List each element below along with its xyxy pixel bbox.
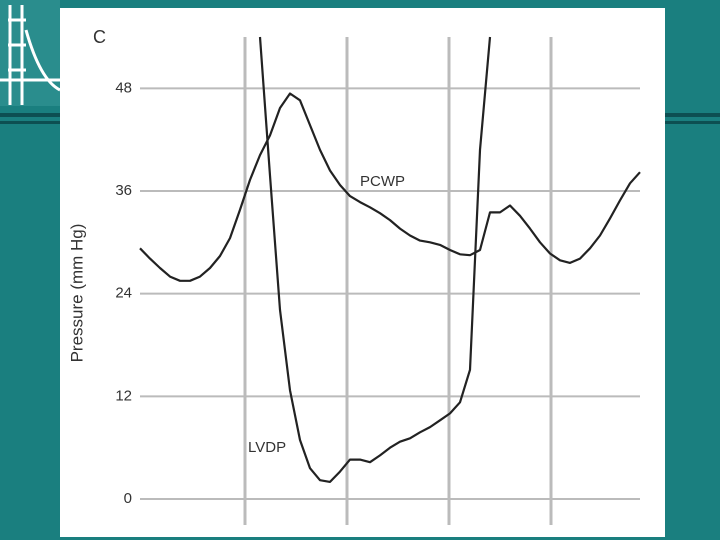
y-tick-label: 12: [115, 387, 132, 404]
series-label: LVDP: [248, 439, 286, 456]
y-tick-label: 36: [115, 182, 132, 199]
series-line: [139, 92, 641, 282]
panel-label: C: [93, 27, 106, 47]
series-label: PCWP: [360, 173, 405, 190]
y-axis-label: Pressure (mm Hg): [67, 224, 86, 363]
series-line: [258, 36, 492, 483]
time-markers: [243, 37, 553, 525]
figure-panel: [60, 8, 665, 537]
y-tick-label: 48: [115, 79, 132, 96]
logo: [0, 0, 61, 106]
y-tick-label: 24: [115, 285, 132, 302]
y-tick-label: 0: [124, 490, 132, 507]
